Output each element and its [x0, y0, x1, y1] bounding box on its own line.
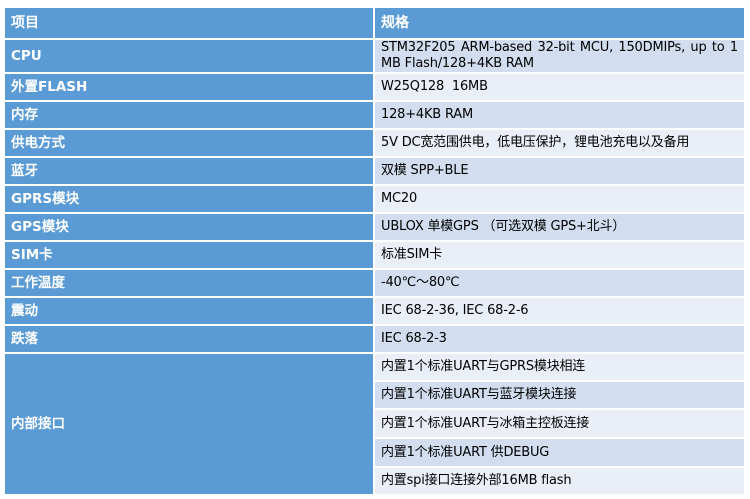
table-row: GPS模块 UBLOX 单模GPS （可选双模 GPS+北斗） [5, 214, 746, 242]
row-spec: W25Q128 16MB [375, 74, 746, 102]
row-spec: 标准SIM卡 [375, 242, 746, 270]
interface-spec: 内置1个标准UART与GPRS模块相连 [375, 354, 746, 382]
row-item: SIM卡 [5, 242, 375, 270]
table-row: GPRS模块 MC20 [5, 186, 746, 214]
row-item: 震动 [5, 298, 375, 326]
table-row: 供电方式 5V DC宽范围供电，低电压保护，锂电池充电以及备用 [5, 130, 746, 158]
interface-spec: 内置1个标准UART与冰箱主控板连接 [375, 410, 746, 439]
row-item: 跌落 [5, 326, 375, 354]
table-header: 项目 规格 [5, 8, 746, 40]
row-spec: 128+4KB RAM [375, 102, 746, 130]
row-spec: UBLOX 单模GPS （可选双模 GPS+北斗） [375, 214, 746, 242]
table-row-interface: 内置1个标准UART 供DEBUG [5, 439, 746, 468]
table-row-interface: 内置1个标准UART与蓝牙模块连接 [5, 382, 746, 410]
row-spec: 双模 SPP+BLE [375, 158, 746, 186]
header-item: 项目 [5, 8, 375, 40]
table-row: 内存 128+4KB RAM [5, 102, 746, 130]
row-spec: STM32F205 ARM-based 32-bit MCU, 150DMIPs… [375, 40, 746, 74]
table-row: 工作温度 -40℃～80℃ [5, 270, 746, 298]
row-item: GPRS模块 [5, 186, 375, 214]
table-row-interface: 内置1个标准UART与冰箱主控板连接 [5, 410, 746, 439]
row-item: 供电方式 [5, 130, 375, 158]
row-item: 内存 [5, 102, 375, 130]
table-row: 外置FLASH W25Q128 16MB [5, 74, 746, 102]
table-row-interface: 内部接口 内置1个标准UART与GPRS模块相连 [5, 354, 746, 496]
row-item: GPS模块 [5, 214, 375, 242]
spec-table: 项目 规格 CPU STM32F205 ARM-based 32-bit MCU… [5, 8, 746, 496]
row-spec: -40℃～80℃ [375, 270, 746, 298]
table-row: 跌落 IEC 68-2-3 [5, 326, 746, 354]
interface-spec: 内置1个标准UART与蓝牙模块连接 [375, 382, 746, 410]
header-spec: 规格 [375, 8, 746, 40]
row-spec: 5V DC宽范围供电，低电压保护，锂电池充电以及备用 [375, 130, 746, 158]
row-item: 外置FLASH [5, 74, 375, 102]
table-row: 震动 IEC 68-2-36, IEC 68-2-6 [5, 298, 746, 326]
row-item: 蓝牙 [5, 158, 375, 186]
table-row: SIM卡 标准SIM卡 [5, 242, 746, 270]
row-spec: IEC 68-2-3 [375, 326, 746, 354]
table-row: CPU STM32F205 ARM-based 32-bit MCU, 150D… [5, 40, 746, 74]
table-row-interface: 内置spi接口连接外部16MB flash [5, 468, 746, 496]
row-spec: IEC 68-2-36, IEC 68-2-6 [375, 298, 746, 326]
row-item-interfaces: 内部接口 [5, 354, 375, 496]
table-row: 蓝牙 双模 SPP+BLE [5, 158, 746, 186]
interface-spec: 内置1个标准UART 供DEBUG [375, 439, 746, 468]
interface-spec: 内置spi接口连接外部16MB flash [375, 468, 746, 496]
row-spec: MC20 [375, 186, 746, 214]
row-item: CPU [5, 40, 375, 74]
row-item: 工作温度 [5, 270, 375, 298]
